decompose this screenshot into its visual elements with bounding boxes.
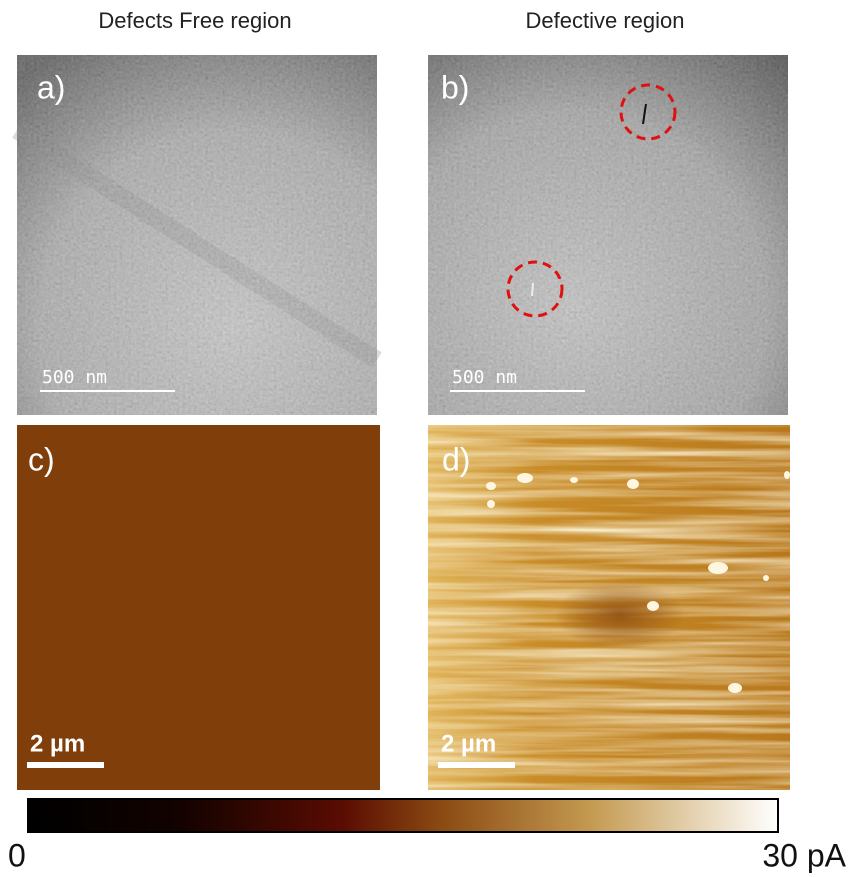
panel-label: a) xyxy=(37,69,65,105)
panel-a: a) 500 nm xyxy=(12,55,382,415)
panel-b: b) 500 nm xyxy=(428,55,788,415)
column-title: Defects Free region xyxy=(98,8,291,33)
panel-d: d) 2 µm xyxy=(428,425,790,790)
column-title: Defective region xyxy=(526,8,685,33)
scale-bar-label: 2 µm xyxy=(441,730,496,757)
panel-label: b) xyxy=(441,69,469,105)
panel-label: c) xyxy=(28,441,55,477)
scale-bar-label: 500 nm xyxy=(42,367,107,388)
colorbar-max-label: 30 pA xyxy=(762,837,846,873)
panel-c: c) 2 µm xyxy=(17,425,380,790)
panel-label: d) xyxy=(442,441,470,477)
scale-bar-label: 2 µm xyxy=(30,730,85,757)
colorbar: 0 30 pA xyxy=(8,798,847,873)
scale-bar-label: 500 nm xyxy=(452,367,517,388)
colorbar-min-label: 0 xyxy=(8,837,26,873)
